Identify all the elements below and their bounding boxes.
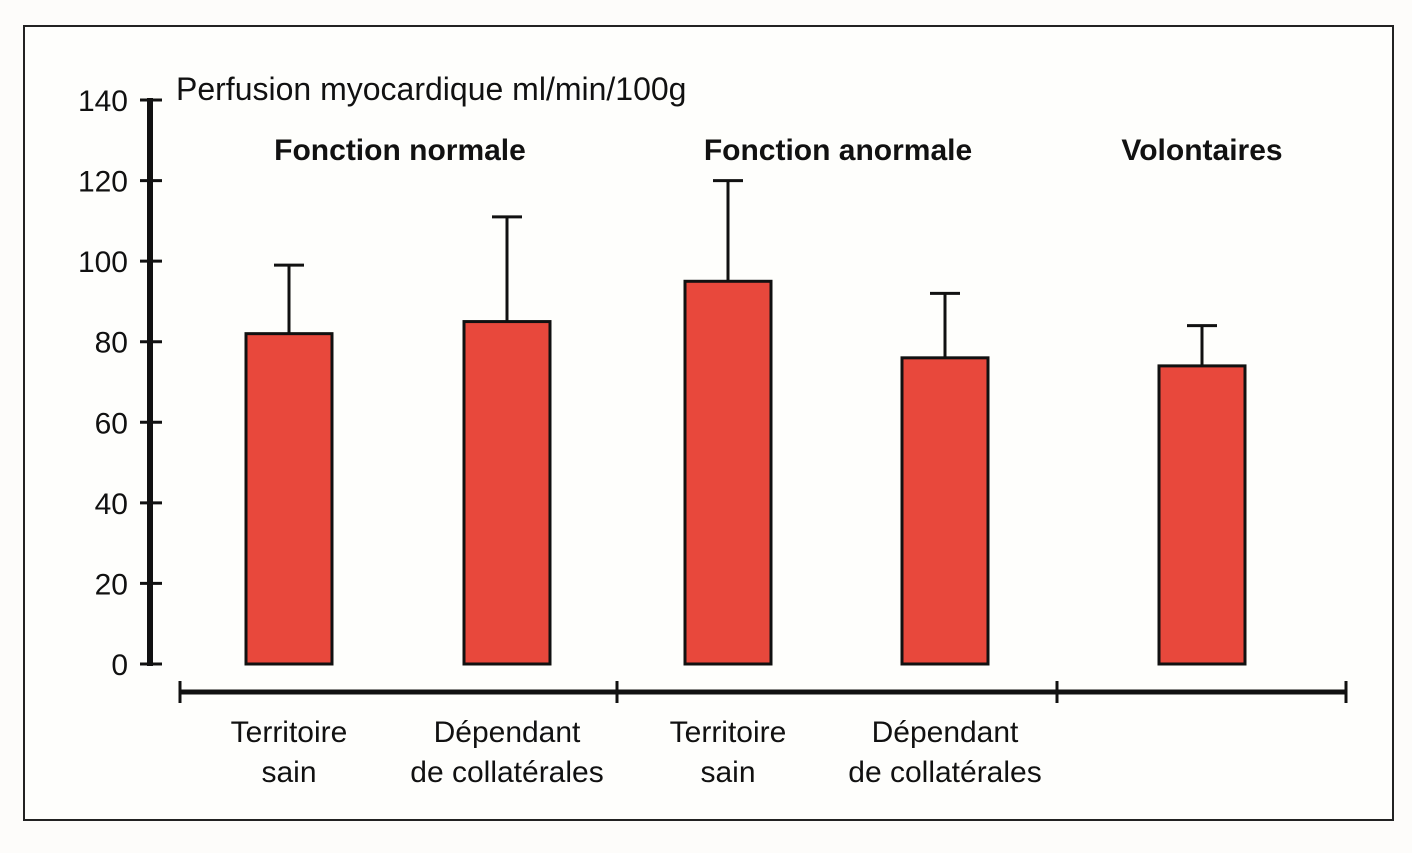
y-tick-label: 0 [111, 649, 128, 682]
x-category-label: de collatérales [848, 756, 1041, 789]
x-category-label: Territoire [231, 716, 348, 749]
y-tick-label: 140 [78, 85, 128, 118]
y-tick-label: 120 [78, 166, 128, 199]
y-axis-label: Perfusion myocardique ml/min/100g [176, 71, 686, 107]
bar [462, 320, 552, 666]
x-category-label: sain [700, 756, 755, 789]
bar [900, 356, 990, 666]
group-label: Fonction normale [274, 134, 526, 167]
y-tick-label: 100 [78, 246, 128, 279]
x-category-label: sain [261, 756, 316, 789]
y-tick-label: 20 [95, 568, 128, 601]
group-label: Volontaires [1121, 134, 1282, 167]
x-category-label: de collatérales [410, 756, 603, 789]
x-category-label: Dépendant [434, 716, 581, 749]
bar [683, 279, 773, 666]
bar [244, 332, 334, 666]
y-tick-label: 60 [95, 407, 128, 440]
x-category-label: Territoire [670, 716, 787, 749]
group-label: Fonction anormale [704, 134, 972, 167]
y-tick-label: 80 [95, 327, 128, 360]
y-tick-label: 40 [95, 488, 128, 521]
bar [1157, 364, 1247, 666]
x-category-label: Dépendant [872, 716, 1019, 749]
